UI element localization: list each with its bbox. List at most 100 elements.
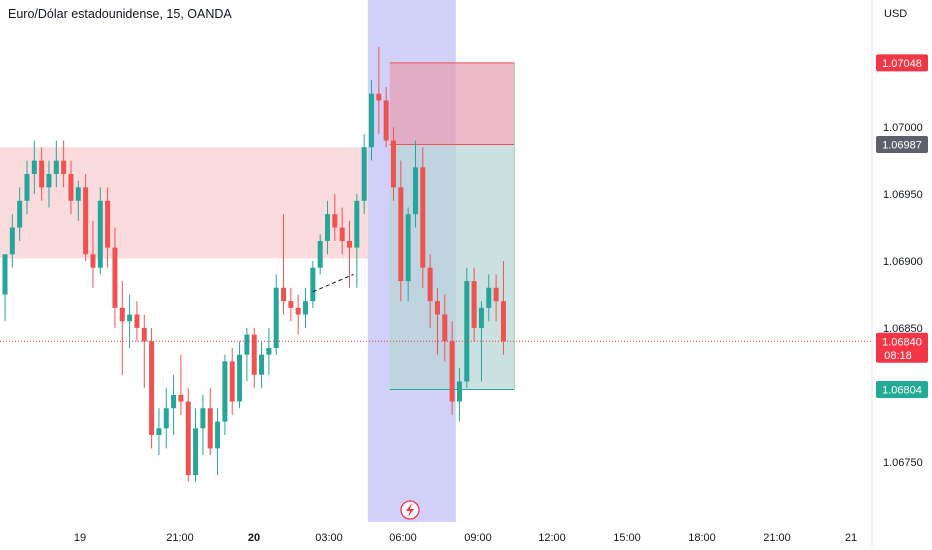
x-tick-label: 20 [248, 532, 260, 544]
candle-body [434, 301, 440, 315]
candle-body [90, 254, 96, 268]
candle-body [156, 428, 162, 435]
candle-body [39, 160, 45, 188]
price-tag [876, 380, 928, 398]
x-tick-label: 18:00 [688, 532, 716, 544]
candle-body [97, 200, 103, 268]
x-tick-label: 15:00 [613, 532, 641, 544]
time-axis[interactable]: 19 21:00 20 03:00 06:00 09:00 12:00 15:00 18:00 2… [74, 532, 857, 544]
candle-body [266, 348, 272, 355]
candle-body [31, 160, 37, 174]
chart-title: Euro/Dólar estadounidense, 15, OANDA [8, 7, 232, 21]
candle-body [383, 100, 389, 141]
price-tag-countdown: 08:18 [884, 350, 912, 362]
y-tick-label: 1.06900 [883, 256, 923, 268]
price-tags: 1.07048 1.06987 1.06840 08:18 1.06804 [876, 54, 928, 398]
candle-body [105, 200, 111, 248]
candle-body [171, 394, 177, 409]
candle-body [112, 247, 118, 308]
price-tag-label: 1.06840 [882, 336, 922, 348]
candle-body [237, 354, 243, 402]
candle-body [325, 214, 331, 241]
candle-body [2, 254, 8, 295]
candle-body [207, 408, 213, 449]
candle-body [361, 147, 367, 201]
candle-body [420, 167, 426, 268]
candle-body [464, 281, 470, 382]
x-tick-label: 06:00 [389, 532, 417, 544]
dashed-trend-line [312, 273, 354, 293]
candle-body [53, 160, 59, 174]
candle-body [127, 314, 133, 322]
candle-body [259, 354, 265, 375]
candle-body [215, 421, 221, 449]
candle-body [398, 187, 404, 282]
candle-body [354, 200, 360, 248]
candle-body [119, 307, 125, 322]
candle-body [500, 301, 506, 342]
x-tick-label: 19 [74, 532, 86, 544]
candle-body [288, 301, 294, 308]
candle-body [456, 381, 462, 402]
candle-body [68, 174, 74, 201]
x-tick-label: 21 [845, 532, 857, 544]
currency-label: USD [884, 8, 907, 20]
x-tick-label: 12:00 [538, 532, 566, 544]
candle-body [24, 174, 30, 201]
candle-body [244, 334, 250, 355]
candle-body [193, 428, 199, 476]
candle-body [281, 287, 287, 302]
candle-body [332, 214, 338, 228]
candle-body [17, 200, 23, 228]
x-tick-label: 21:00 [166, 532, 194, 544]
candle-body [442, 314, 448, 342]
candle-body [251, 334, 257, 375]
candle-body [178, 394, 184, 402]
candle-body [478, 307, 484, 328]
price-tag-label: 1.06804 [882, 384, 922, 396]
x-tick-label: 03:00 [315, 532, 343, 544]
candle-body [200, 408, 206, 429]
candle-body [141, 327, 147, 342]
candle-body [75, 187, 81, 201]
candle-body [83, 187, 89, 255]
price-tag [876, 332, 928, 363]
candle-body [185, 401, 191, 476]
candle-body [295, 307, 301, 315]
candle-body [317, 240, 323, 268]
candle-body [376, 93, 382, 101]
candle-body [486, 287, 492, 308]
x-tick-label: 09:00 [464, 532, 492, 544]
candle-body [369, 93, 374, 148]
y-tick-label: 1.06950 [883, 189, 923, 201]
price-tag [876, 54, 928, 72]
x-tick-label: 21:00 [763, 532, 791, 544]
candle-body [61, 160, 67, 174]
candle-body [134, 314, 140, 328]
candle-body [303, 301, 309, 315]
candle-body [163, 408, 169, 429]
candle-body [493, 287, 499, 302]
lightning-icon-bolt [406, 503, 414, 517]
candle-body [347, 240, 353, 248]
price-axis[interactable]: USD 1.07000 1.06950 1.06900 1.06850 1.06750 [883, 8, 923, 469]
candle-body [149, 341, 155, 435]
y-tick-label: 1.06850 [883, 323, 923, 335]
price-tag [876, 136, 928, 154]
candle-body [9, 227, 15, 255]
candle-body [471, 281, 477, 328]
y-tick-label: 1.07000 [883, 122, 923, 134]
candle-body [412, 167, 418, 215]
lightning-icon[interactable] [400, 500, 420, 520]
chart-zones [0, 0, 515, 522]
candle-body [310, 267, 316, 302]
candles [2, 46, 506, 482]
candle-body [390, 140, 396, 188]
candle-body [427, 267, 433, 302]
chart-overlay [0, 0, 873, 550]
price-tag-label: 1.07048 [882, 58, 922, 70]
price-tag-label: 1.06987 [882, 140, 922, 152]
candle-body [405, 214, 411, 282]
zone-stop [389, 62, 515, 145]
